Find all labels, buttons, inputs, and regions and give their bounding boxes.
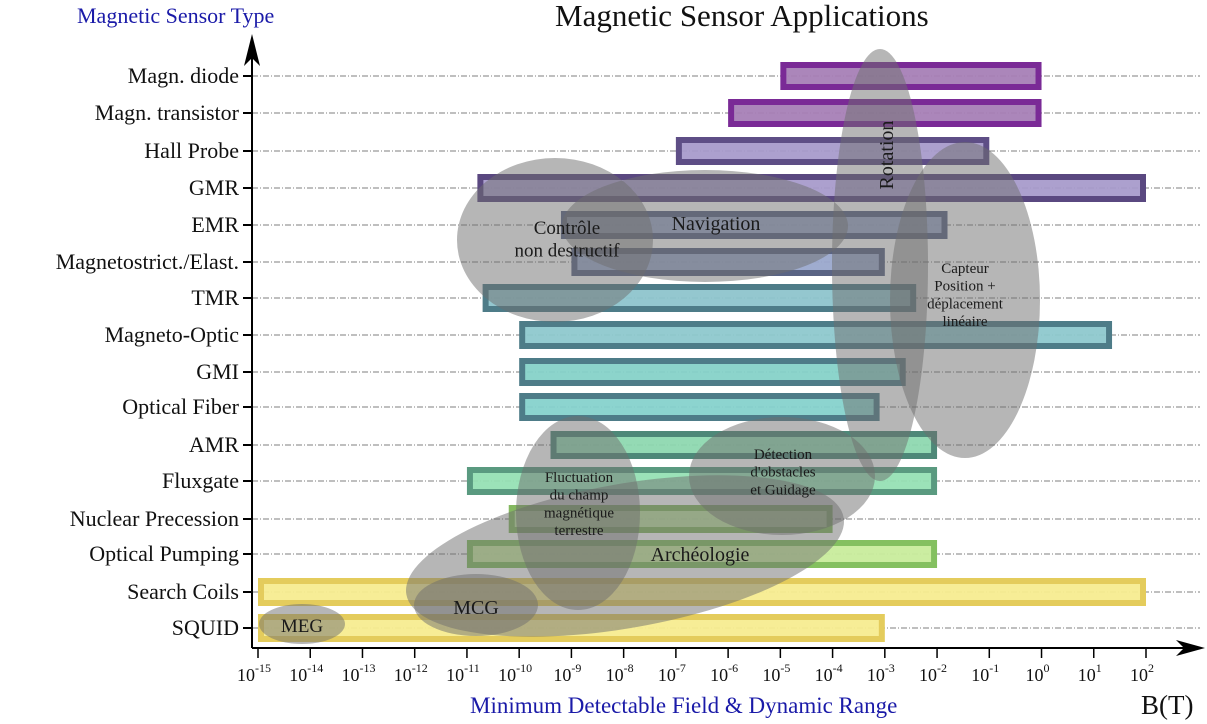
x-tick-label: 102	[1130, 661, 1154, 685]
y-tick-label: TMR	[191, 285, 239, 310]
y-tick-label: Hall Probe	[144, 138, 239, 163]
x-axis-ticks: 10-15 10-14 10-13 10-12 10-11 10-10 10-9 10-8 10…	[237, 648, 1154, 685]
region-mcg	[414, 574, 538, 636]
x-axis-title: Minimum Detectable Field & Dynamic Range	[470, 693, 898, 718]
region-fluctuation	[516, 416, 640, 610]
x-tick-label: 10-5	[762, 661, 790, 685]
y-axis-title: Magnetic Sensor Type	[77, 3, 275, 28]
x-tick-label: 10-4	[815, 661, 843, 685]
label-detection-obstacles: Détection d'obstacles et Guidage	[750, 447, 816, 498]
y-tick-label: Optical Pumping	[89, 541, 239, 566]
application-labels: Contrôle non destructif Navigation Rotation…	[281, 121, 1004, 637]
y-tick-label: Magn. transistor	[95, 100, 240, 125]
label-archeologie: Archéologie	[651, 544, 750, 566]
label-meg: MEG	[281, 616, 324, 637]
x-tick-label: 101	[1078, 661, 1102, 685]
y-tick-label: GMI	[196, 359, 239, 384]
y-tick-label: GMR	[189, 175, 239, 200]
y-tick-label: Magn. diode	[128, 63, 239, 88]
x-tick-label: 10-11	[446, 661, 480, 685]
x-axis-unit: B(T)	[1141, 690, 1194, 720]
label-rotation: Rotation	[876, 121, 898, 190]
region-navigation	[562, 170, 848, 282]
label-controle-non-destructif: Contrôle non destructif	[514, 218, 620, 261]
y-tick-label: Nuclear Precession	[70, 506, 239, 531]
x-tick-label: 10-6	[710, 661, 738, 685]
y-tick-label: Magnetostrict./Elast.	[56, 249, 239, 274]
y-axis-labels: Magn. diode Magn. transistor Hall Probe GMR…	[56, 63, 252, 640]
bar-magn-diode	[780, 62, 1042, 90]
y-tick-label: SQUID	[172, 615, 239, 640]
x-tick-label: 10-10	[498, 661, 532, 685]
region-capteur-position	[890, 142, 1040, 458]
y-tick-label: EMR	[191, 212, 239, 237]
label-fluctuation: Fluctuation du champ magnétique terrestre	[544, 470, 614, 539]
y-tick-label: Search Coils	[127, 579, 239, 604]
x-tick-label: 10-14	[289, 661, 323, 685]
y-tick-label: AMR	[189, 432, 239, 457]
y-tick-label: Magneto-Optic	[105, 322, 240, 347]
y-axis-arrow-icon	[244, 34, 260, 66]
bar-optical-fiber	[519, 393, 880, 421]
x-tick-label: 10-15	[237, 661, 271, 685]
x-tick-label: 10-3	[867, 661, 895, 685]
x-tick-label: 10-8	[606, 661, 634, 685]
y-tick-label: Optical Fiber	[122, 394, 239, 419]
x-tick-label: 10-2	[919, 661, 947, 685]
x-axis-arrow-icon	[1176, 640, 1205, 656]
label-navigation: Navigation	[672, 213, 761, 235]
region-meg	[259, 604, 345, 644]
label-mcg: MCG	[453, 597, 499, 619]
x-tick-label: 10-12	[394, 661, 428, 685]
x-tick-label: 100	[1026, 661, 1050, 685]
chart-title: Magnetic Sensor Applications	[555, 0, 929, 33]
x-tick-label: 10-13	[341, 661, 375, 685]
x-tick-label: 10-7	[658, 661, 686, 685]
application-regions	[259, 49, 1040, 644]
y-tick-label: Fluxgate	[162, 468, 239, 493]
region-detection-obstacles	[689, 417, 875, 535]
x-tick-label: 10-1	[971, 661, 999, 685]
x-tick-label: 10-9	[553, 661, 581, 685]
label-capteur-position: Capteur Position + déplacement linéaire	[927, 261, 1004, 330]
